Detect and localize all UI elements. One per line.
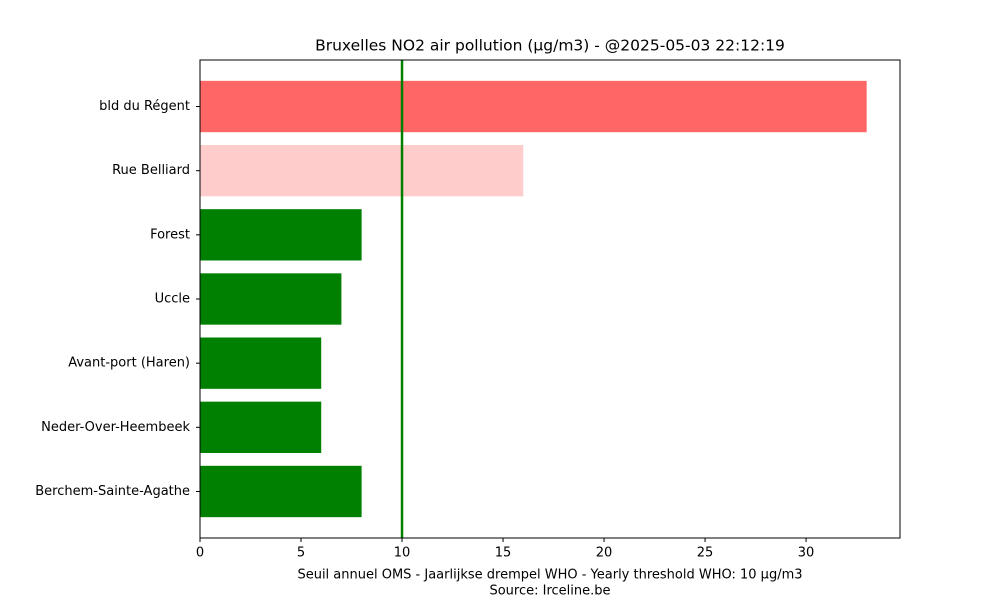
x-tick-label: 30 — [798, 546, 815, 561]
y-tick-label: Forest — [150, 227, 190, 242]
x-tick-label: 20 — [596, 546, 613, 561]
plot-frame — [199, 59, 901, 539]
x-tick-label: 10 — [394, 546, 411, 561]
y-tick-label: bld du Régent — [99, 99, 190, 114]
x-tick-label: 0 — [196, 546, 204, 561]
x-tick-label: 25 — [697, 546, 714, 561]
y-tick-label: Neder-Over-Heembeek — [41, 420, 190, 435]
chart-title: Bruxelles NO2 air pollution (µg/m3) - @2… — [315, 37, 785, 55]
x-axis-label: Seuil annuel OMS - Jaarlijkse drempel WH… — [297, 568, 802, 583]
source-label: Source: Irceline.be — [489, 584, 610, 599]
bar — [200, 145, 524, 197]
x-tick-label: 5 — [297, 546, 305, 561]
bar — [200, 209, 362, 261]
bar — [200, 80, 867, 133]
bar — [200, 337, 322, 389]
y-tick-label: Avant-port (Haren) — [68, 356, 190, 371]
y-tick-label: Rue Belliard — [112, 163, 190, 178]
bar — [200, 465, 362, 518]
y-tick-label: Berchem-Sainte-Agathe — [35, 484, 190, 499]
y-tick-label: Uccle — [155, 292, 190, 307]
x-tick-label: 15 — [495, 546, 512, 561]
bar — [200, 273, 342, 325]
bar — [200, 401, 322, 453]
